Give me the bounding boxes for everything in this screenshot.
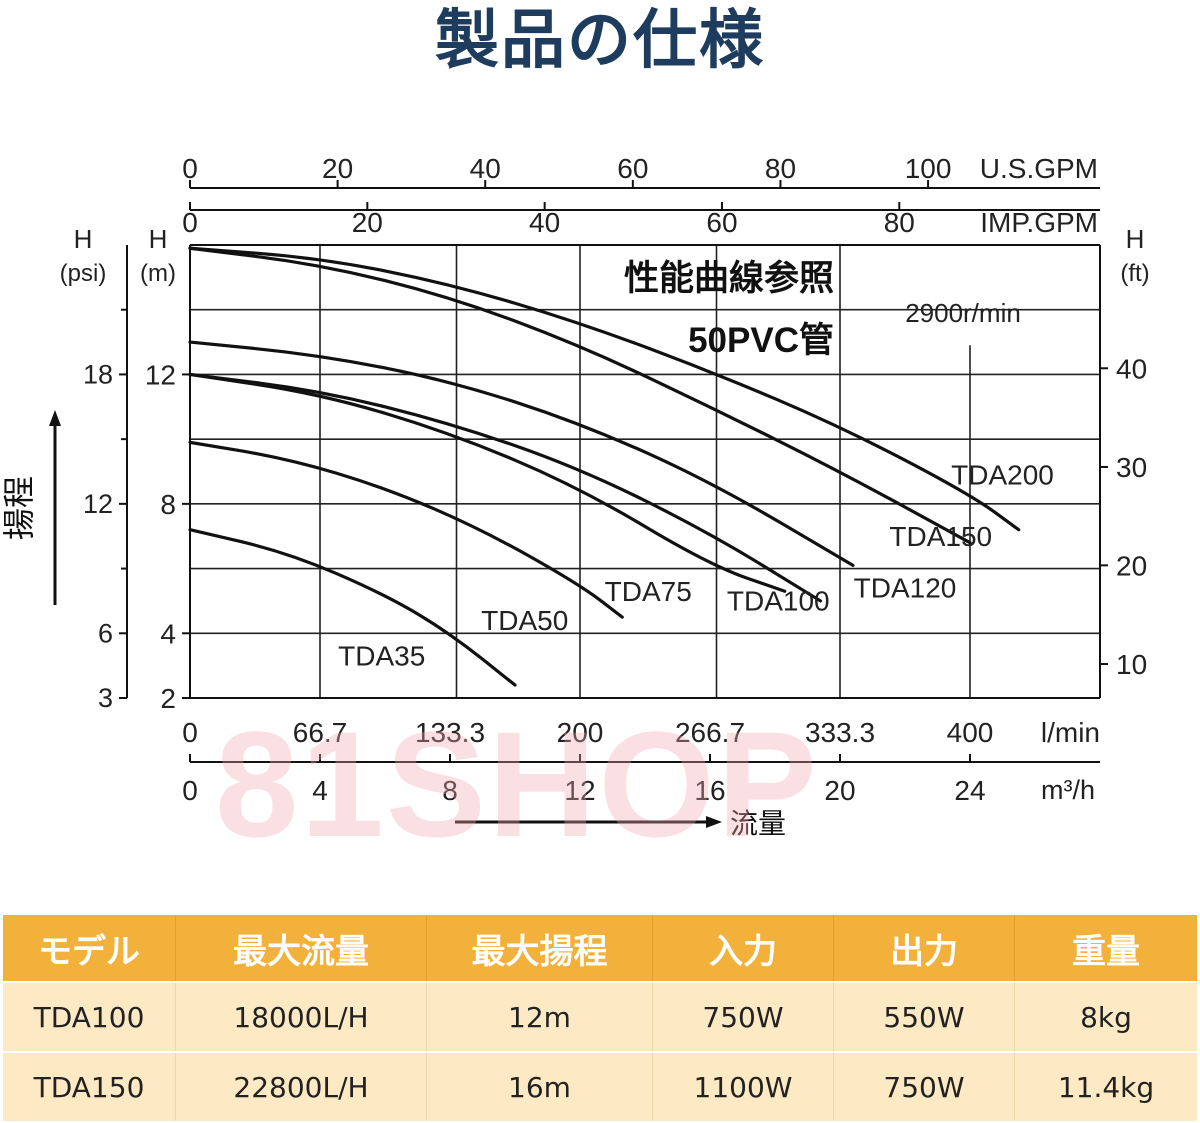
ft-tick-label: 20 xyxy=(1116,550,1147,581)
table-header-cell: 最大流量 xyxy=(175,915,427,982)
curve-tda200 xyxy=(188,246,1021,532)
table-cell: TDA150 xyxy=(3,1051,176,1121)
table-header-cell: モデル xyxy=(3,915,176,982)
lmin-tick-label: 0 xyxy=(182,717,198,748)
m-tick-label: 8 xyxy=(160,489,176,520)
table-header-cell: 出力 xyxy=(833,915,1015,982)
x-axis-label: 流量 xyxy=(730,808,786,839)
m-tick-label: 4 xyxy=(160,618,176,649)
chart-title: 性能曲線参照 xyxy=(624,259,834,298)
spec-table: モデル 最大流量 最大揚程 入力 出力 重量 TDA100 18000L/H 1… xyxy=(3,915,1197,1121)
curve-tda35 xyxy=(188,528,517,687)
m3h-tick-label: 8 xyxy=(442,775,458,806)
table-cell: 550W xyxy=(833,981,1015,1052)
curve-tda120 xyxy=(188,340,855,567)
lmin-unit: l/min xyxy=(1041,717,1100,748)
page-title: 製品の仕様 xyxy=(435,4,765,78)
curve-label-tda120: TDA120 xyxy=(854,573,957,604)
ft-tick-label: 10 xyxy=(1116,649,1147,680)
impgpm-tick-label: 60 xyxy=(706,207,737,238)
x-axis-arrow-head xyxy=(706,816,722,828)
y-axis-arrow-head xyxy=(49,410,61,426)
curve-tda50 xyxy=(188,440,624,619)
performance-chart: TDA35 TDA50 TDA75 TDA100 TDA120 TDA150 TDA200 性… xyxy=(1,153,1150,839)
curve-tda150 xyxy=(188,246,972,545)
curve-label-tda35: TDA35 xyxy=(338,641,425,672)
m3h-tick-label: 12 xyxy=(564,775,595,806)
chart-curves xyxy=(188,246,1021,687)
m3h-tick-label: 20 xyxy=(824,775,855,806)
table-header-cell: 重量 xyxy=(1014,915,1197,982)
table-cell: TDA100 xyxy=(3,981,176,1052)
lmin-tick-label: 266.7 xyxy=(675,717,745,748)
table-header-cell: 入力 xyxy=(652,915,834,982)
table-cell: 1100W xyxy=(652,1051,834,1121)
psi-tick-label: 18 xyxy=(83,359,113,389)
lmin-tick-label: 66.7 xyxy=(293,717,348,748)
m-tick-label: 12 xyxy=(145,359,176,390)
table-cell: 11.4kg xyxy=(1014,1051,1197,1121)
curve-label-tda150: TDA150 xyxy=(889,521,992,552)
chart-labels: TDA35 TDA50 TDA75 TDA100 TDA120 TDA150 TDA200 性… xyxy=(1,153,1150,839)
ft-tick-label: 30 xyxy=(1116,452,1147,483)
m-tick-label: 2 xyxy=(160,683,176,714)
table-row: TDA150 22800L/H 16m 1100W 750W 11.4kg xyxy=(3,1051,1197,1121)
lmin-tick-label: 333.3 xyxy=(805,717,875,748)
impgpm-tick-label: 20 xyxy=(352,207,383,238)
watermark: 81SHOP xyxy=(215,700,819,868)
m-axis-unit: (m) xyxy=(140,260,176,287)
curve-label-tda50: TDA50 xyxy=(481,605,568,636)
ft-tick-label: 40 xyxy=(1116,353,1147,384)
chart-axes xyxy=(49,180,1108,828)
table-row: TDA100 18000L/H 12m 750W 550W 8kg xyxy=(3,981,1197,1052)
usgpm-unit: U.S.GPM xyxy=(980,153,1098,184)
impgpm-unit: IMP.GPM xyxy=(980,207,1098,238)
table-cell: 750W xyxy=(652,981,834,1052)
psi-tick-label: 3 xyxy=(98,683,113,713)
y-axis-label: 揚程 xyxy=(1,476,37,540)
m3h-tick-label: 16 xyxy=(694,775,725,806)
m-axis-h: H xyxy=(149,224,168,254)
ft-axis-unit: (ft) xyxy=(1120,260,1149,287)
psi-tick-label: 6 xyxy=(98,618,113,648)
impgpm-tick-label: 0 xyxy=(182,207,198,238)
curve-tda100 xyxy=(188,372,823,603)
table-cell: 18000L/H xyxy=(175,981,427,1052)
table-header-cell: 最大揚程 xyxy=(426,915,653,982)
lmin-tick-label: 133.3 xyxy=(415,717,485,748)
lmin-tick-label: 400 xyxy=(947,717,994,748)
curve-label-tda200: TDA200 xyxy=(951,459,1054,490)
m3h-unit: m³/h xyxy=(1041,775,1095,805)
impgpm-tick-label: 80 xyxy=(884,207,915,238)
usgpm-tick-label: 60 xyxy=(617,153,648,184)
m3h-tick-label: 4 xyxy=(312,775,328,806)
impgpm-tick-label: 40 xyxy=(529,207,560,238)
ft-axis-h: H xyxy=(1126,224,1145,254)
speed-label: 2900r/min xyxy=(905,298,1021,328)
curve-tda75 xyxy=(188,372,787,593)
usgpm-tick-label: 20 xyxy=(322,153,353,184)
lmin-tick-label: 200 xyxy=(557,717,604,748)
psi-axis-unit: (psi) xyxy=(60,260,107,287)
curve-label-tda100: TDA100 xyxy=(727,586,830,617)
table-cell: 750W xyxy=(833,1051,1015,1121)
chart-subtitle: 50PVC管 xyxy=(688,321,834,360)
usgpm-tick-label: 100 xyxy=(905,153,952,184)
usgpm-tick-label: 0 xyxy=(182,153,198,184)
table-header-row: モデル 最大流量 最大揚程 入力 出力 重量 xyxy=(3,915,1197,982)
table-cell: 8kg xyxy=(1014,981,1197,1052)
m3h-tick-label: 24 xyxy=(954,775,985,806)
psi-axis-h: H xyxy=(74,224,93,254)
curve-label-tda75: TDA75 xyxy=(605,576,692,607)
m3h-tick-label: 0 xyxy=(182,775,198,806)
table-cell: 16m xyxy=(426,1051,653,1121)
usgpm-tick-label: 80 xyxy=(765,153,796,184)
table-cell: 22800L/H xyxy=(175,1051,427,1121)
usgpm-tick-label: 40 xyxy=(470,153,501,184)
table-cell: 12m xyxy=(426,981,653,1052)
psi-tick-label: 12 xyxy=(83,489,113,519)
